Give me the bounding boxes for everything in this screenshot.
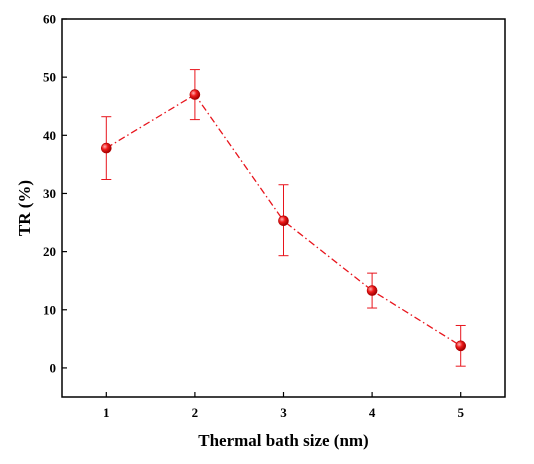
y-tick-label: 0	[50, 360, 57, 375]
x-tick-label: 1	[103, 405, 110, 420]
x-tick-label: 5	[457, 405, 464, 420]
y-tick-label: 10	[43, 302, 56, 317]
data-point	[189, 89, 201, 100]
y-tick-label: 20	[43, 244, 56, 259]
x-tick-label: 3	[280, 405, 287, 420]
y-axis-title: TR (%)	[15, 180, 34, 236]
y-tick-label: 40	[43, 128, 56, 143]
data-point	[366, 285, 378, 296]
x-axis-title: Thermal bath size (nm)	[198, 431, 368, 450]
y-tick-label: 60	[43, 12, 56, 27]
data-point	[101, 142, 112, 154]
y-tick-label: 50	[43, 70, 56, 85]
x-tick-label: 2	[192, 405, 199, 420]
data-point	[278, 215, 289, 227]
y-tick-label: 30	[43, 186, 56, 201]
x-tick-label: 4	[369, 405, 376, 420]
data-point	[455, 340, 467, 352]
